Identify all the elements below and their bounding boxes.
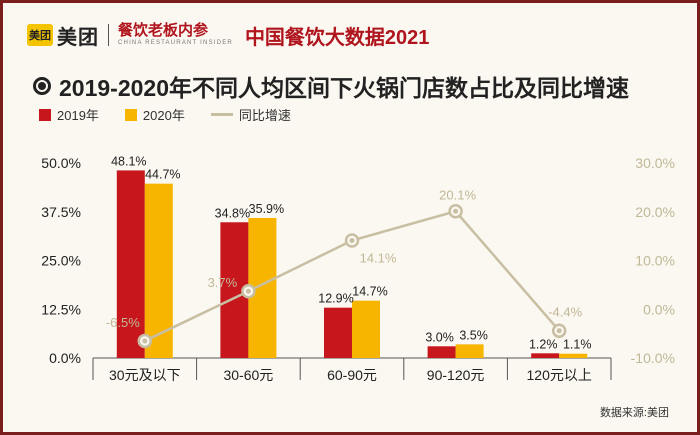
- target-bullet-icon: [33, 77, 51, 95]
- y-right-tick-label: 0.0%: [643, 301, 675, 317]
- x-category-label: 90-120元: [427, 367, 485, 383]
- x-category-label: 60-90元: [327, 367, 377, 383]
- x-category-label: 120元以上: [527, 367, 592, 383]
- bar-2019-value-label: 3.0%: [425, 330, 454, 344]
- legend-swatch-2019: [39, 108, 51, 121]
- chart-legend: 2019年 2020年 同比增速: [39, 105, 317, 124]
- bar-2019: [116, 170, 145, 358]
- bar-2019: [531, 353, 560, 358]
- bar-2019: [427, 346, 456, 358]
- meituan-logo-text: 美团: [57, 26, 99, 49]
- bar-2019-value-label: 1.2%: [529, 337, 558, 351]
- brand-subtitle: CHINA RESTAURANT INSIDER: [118, 40, 233, 46]
- bar-2020: [144, 183, 173, 358]
- header-title: 中国餐饮大数据2021: [244, 26, 430, 49]
- growth-value-label: 3.7%: [208, 275, 238, 290]
- header-divider: [108, 24, 109, 46]
- bar-2020: [455, 344, 484, 358]
- growth-point-center: [245, 288, 251, 294]
- y-left-tick-label: 0.0%: [49, 350, 81, 366]
- y-left-tick-label: 37.5%: [41, 204, 81, 220]
- bar-2020-value-label: 44.7%: [145, 168, 180, 182]
- bar-2020-value-label: 14.7%: [352, 285, 387, 299]
- y-right-tick-label: 10.0%: [635, 253, 675, 269]
- y-right-tick-label: 20.0%: [635, 204, 675, 220]
- growth-point-center: [556, 328, 562, 334]
- chart-title: 2019-2020年不同人均区间下火锅门店数占比及同比增速: [59, 75, 629, 101]
- bar-2019: [324, 307, 352, 358]
- bar-2019-value-label: 48.1%: [111, 154, 146, 168]
- y-left-tick-label: 12.5%: [41, 301, 81, 317]
- legend-swatch-2020: [124, 108, 137, 121]
- bar-2020-value-label: 3.5%: [459, 328, 488, 342]
- growth-value-label: -6.5%: [106, 315, 140, 330]
- legend-item-2019: 2019年: [39, 105, 99, 124]
- y-left-tick-label: 50.0%: [41, 155, 81, 171]
- y-left-tick-label: 25.0%: [41, 253, 81, 269]
- x-category-label: 30元及以下: [109, 367, 181, 383]
- growth-point-center: [453, 208, 459, 214]
- data-source-note: 数据来源:美团: [599, 407, 669, 419]
- y-right-tick-label: 30.0%: [635, 155, 675, 171]
- growth-value-label: 20.1%: [439, 187, 476, 202]
- bar-2020-value-label: 1.1%: [563, 338, 592, 352]
- legend-label-2020: 2020年: [142, 108, 185, 123]
- x-category-label: 30-60元: [223, 367, 273, 383]
- bar-2019-value-label: 12.9%: [318, 292, 353, 306]
- chart-title-row: 2019-2020年不同人均区间下火锅门店数占比及同比增速: [33, 69, 629, 103]
- brand-logo: 餐饮老板内参 CHINA RESTAURANT INSIDER: [118, 23, 233, 47]
- legend-label-growth: 同比增速: [238, 108, 291, 123]
- bar-2020-value-label: 35.9%: [249, 202, 284, 216]
- legend-swatch-growth: [210, 113, 233, 116]
- bar-2019-value-label: 34.8%: [215, 206, 250, 220]
- bar-2020: [559, 353, 588, 358]
- growth-point-center: [349, 238, 355, 244]
- legend-label-2019: 2019年: [57, 108, 99, 123]
- y-right-tick-label: -10.0%: [631, 350, 675, 366]
- chart-plot: 0.0% 12.5% 25.0% 37.5% 50.0% -10.0% 0.0% 10.0% 2…: [41, 154, 675, 383]
- header: 美团 美团 餐饮老板内参 CHINA RESTAURANT INSIDER 中国…: [27, 15, 429, 55]
- growth-value-label: 14.1%: [360, 251, 397, 266]
- brand-name: 餐饮老板内参: [118, 22, 209, 39]
- legend-item-growth: 同比增速: [210, 105, 291, 124]
- bar-2020: [352, 300, 380, 358]
- meituan-logo-badge: 美团: [27, 24, 53, 46]
- growth-value-label: -4.4%: [548, 305, 582, 320]
- growth-point-center: [142, 338, 148, 344]
- legend-item-2020: 2020年: [124, 105, 185, 124]
